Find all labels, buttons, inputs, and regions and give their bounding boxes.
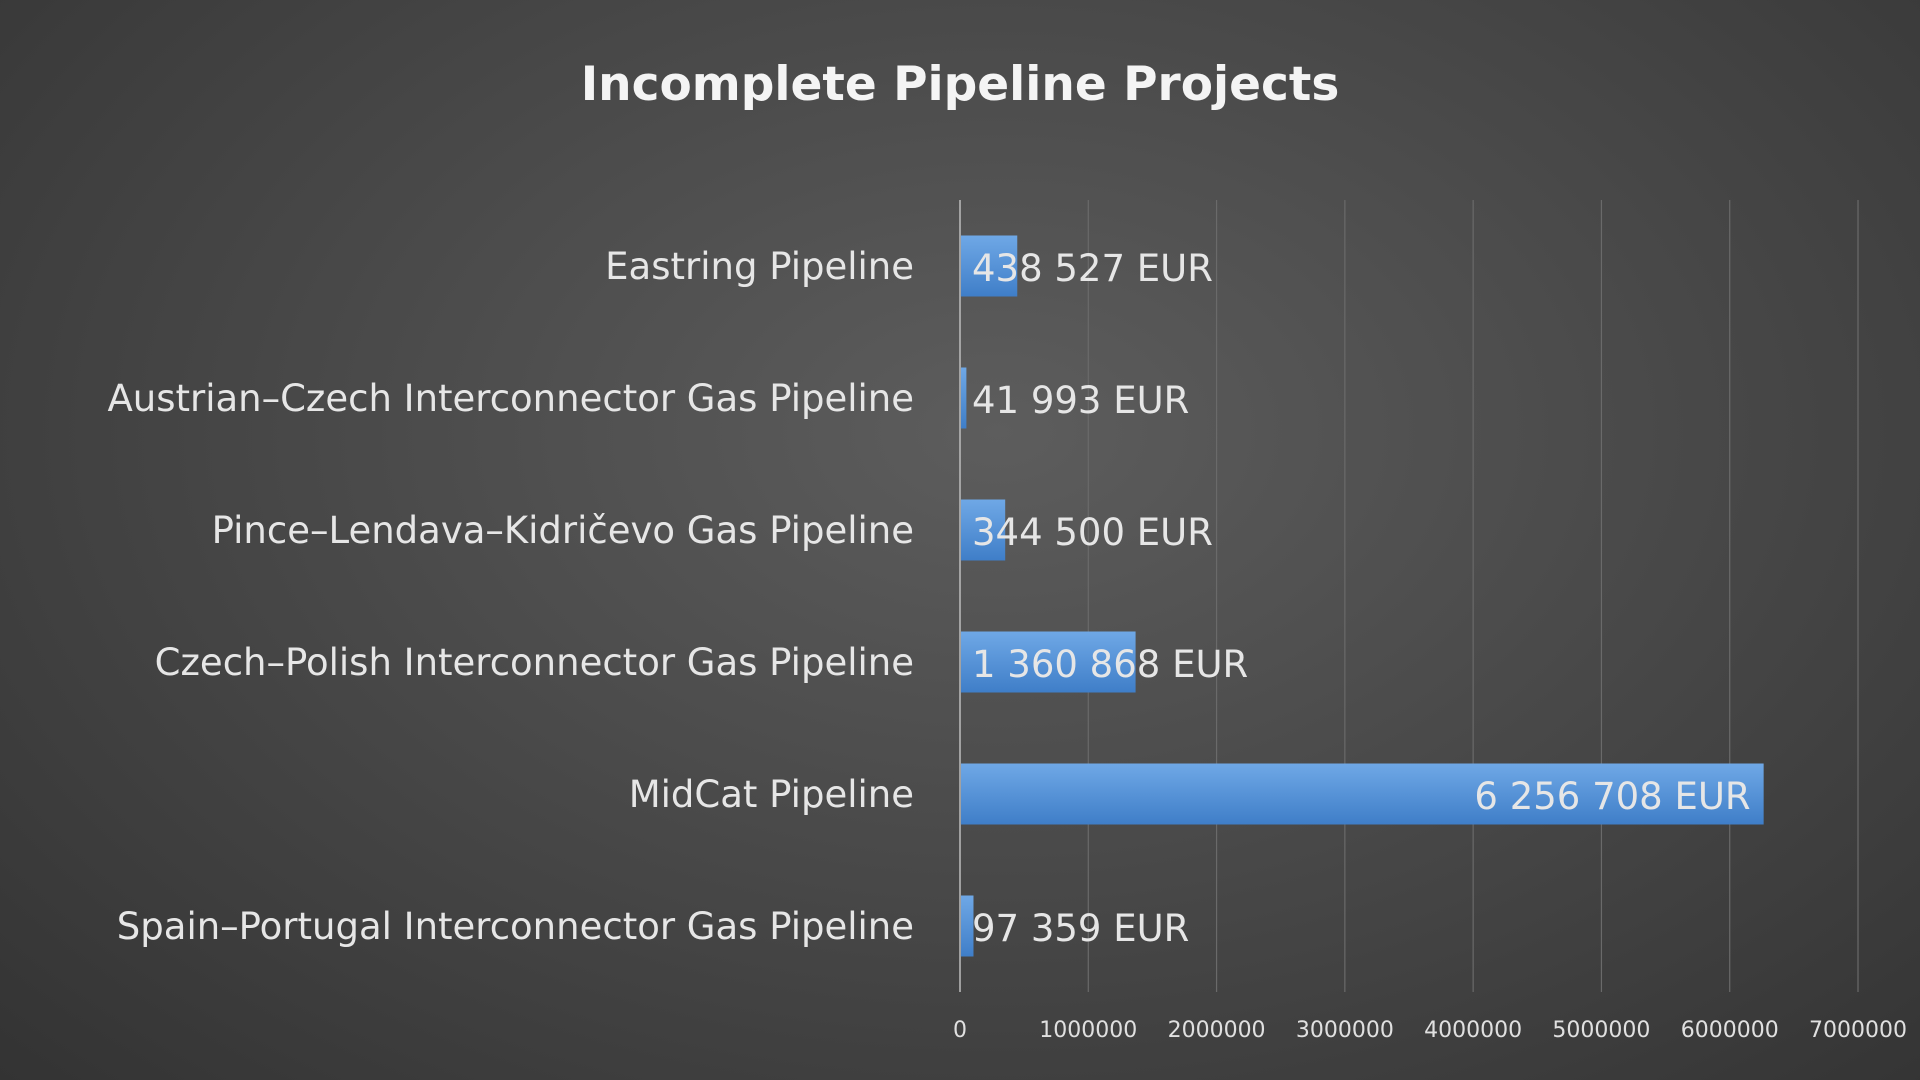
x-axis-ticks: 0 1000000 2000000 3000000 4000000 5000000 6000… <box>953 1018 1907 1043</box>
data-labels: 438 527 EUR 41 993 EUR 344 500 EUR 1 360 86… <box>972 247 1751 950</box>
bar <box>961 631 1136 693</box>
bars <box>961 235 1764 957</box>
category-label: Czech–Polish Interconnector Gas Pipeline <box>155 641 914 684</box>
data-label: 41 993 EUR <box>972 379 1189 422</box>
chart-title: Incomplete Pipeline Projects <box>581 57 1340 112</box>
bar <box>961 895 974 957</box>
category-labels: Eastring Pipeline Austrian–Czech Intercon… <box>107 245 914 948</box>
bar <box>961 367 967 429</box>
category-label: Eastring Pipeline <box>605 245 914 288</box>
gridlines <box>1087 200 1859 992</box>
x-tick-label: 2000000 <box>1168 1018 1266 1043</box>
category-label: Pince–Lendava–Kidričevo Gas Pipeline <box>212 509 914 552</box>
data-label: 344 500 EUR <box>972 511 1213 554</box>
x-tick-label: 3000000 <box>1296 1018 1394 1043</box>
bar <box>961 499 1006 561</box>
category-label: MidCat Pipeline <box>629 773 914 816</box>
bar <box>961 235 1018 297</box>
x-tick-label: 6000000 <box>1681 1018 1779 1043</box>
data-label: 97 359 EUR <box>972 907 1189 950</box>
data-label: 438 527 EUR <box>972 247 1213 290</box>
category-label: Austrian–Czech Interconnector Gas Pipeli… <box>107 377 914 420</box>
x-tick-label: 4000000 <box>1424 1018 1522 1043</box>
bar <box>961 763 1764 825</box>
x-tick-label: 7000000 <box>1809 1018 1907 1043</box>
data-label: 1 360 868 EUR <box>972 643 1248 686</box>
x-tick-label: 1000000 <box>1039 1018 1137 1043</box>
x-tick-label: 0 <box>953 1018 967 1043</box>
x-tick-label: 5000000 <box>1552 1018 1650 1043</box>
category-label: Spain–Portugal Interconnector Gas Pipeli… <box>117 905 914 948</box>
data-label: 6 256 708 EUR <box>1474 775 1750 818</box>
